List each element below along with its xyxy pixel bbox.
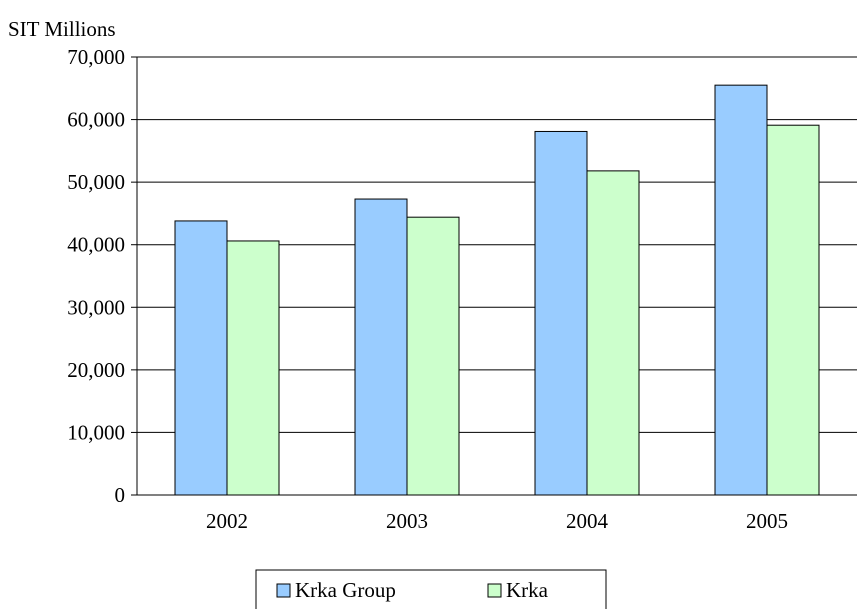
y-axis-title: SIT Millions — [8, 17, 116, 41]
bar-krka-group-2003 — [354, 198, 408, 496]
y-tick-label: 10,000 — [67, 420, 125, 444]
y-tick-label: 70,000 — [67, 45, 125, 69]
legend-swatch-krka — [487, 583, 502, 598]
x-tick-label: 2002 — [206, 509, 248, 533]
legend-swatch-krka-group — [276, 583, 291, 598]
bar-krka-2004 — [586, 170, 640, 496]
y-tick-label: 60,000 — [67, 108, 125, 132]
legend-label-krka-group: Krka Group — [295, 578, 396, 602]
y-tick-label: 30,000 — [67, 295, 125, 319]
x-tick-label: 2004 — [566, 509, 609, 533]
y-tick-label: 40,000 — [67, 233, 125, 257]
tick-labels: 0 10,000 20,000 30,000 40,000 50,000 60,000 70,… — [67, 45, 788, 533]
axes — [131, 56, 857, 496]
bar-krka-2005 — [766, 124, 820, 496]
legend-box — [255, 569, 607, 609]
bar-krka-2003 — [406, 216, 460, 496]
legend-label-krka: Krka — [506, 578, 549, 602]
bar-krka-group-2004 — [534, 130, 588, 496]
y-tick-label: 50,000 — [67, 170, 125, 194]
y-tick-label: 0 — [115, 483, 126, 507]
bar-krka-group-2005 — [714, 84, 768, 496]
legend: Krka Group Krka — [255, 569, 607, 609]
bar-krka-group-2002 — [174, 220, 228, 496]
bar-krka-2002 — [226, 240, 280, 496]
x-tick-label: 2003 — [386, 509, 428, 533]
x-tick-label: 2005 — [746, 509, 788, 533]
y-tick-label: 20,000 — [67, 358, 125, 382]
bars — [174, 84, 820, 496]
